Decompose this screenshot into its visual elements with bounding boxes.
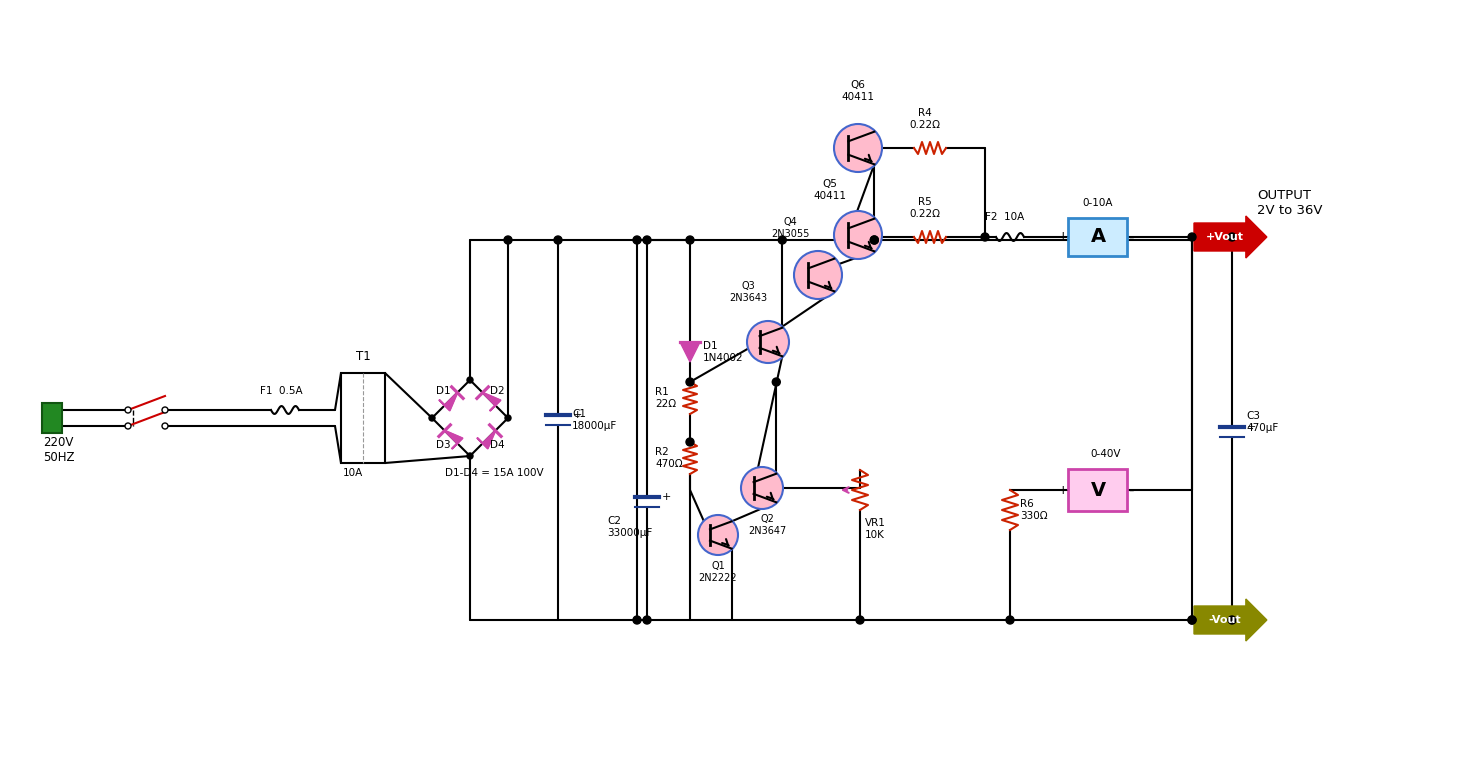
Circle shape [871,236,878,244]
Text: D1
1N4002: D1 1N4002 [703,341,744,363]
Text: R5
0.22Ω: R5 0.22Ω [909,197,940,219]
Text: +Vout: +Vout [1206,232,1244,242]
Text: Q1
2N2222: Q1 2N2222 [699,561,737,583]
Circle shape [1189,616,1196,624]
Polygon shape [680,342,700,362]
Circle shape [643,236,652,244]
Text: 10A: 10A [343,468,363,478]
Text: Q2
2N3647: Q2 2N3647 [747,514,786,536]
Text: -: - [1128,482,1134,498]
Circle shape [505,236,512,244]
Circle shape [685,236,694,244]
Text: 0-40V: 0-40V [1090,449,1121,459]
Circle shape [1189,233,1196,241]
Circle shape [834,211,883,259]
Text: Q6
40411: Q6 40411 [841,80,874,102]
Circle shape [162,423,168,429]
Text: 220V
50HZ: 220V 50HZ [43,436,75,464]
Text: -Vout: -Vout [1209,615,1242,625]
Circle shape [741,467,783,509]
FancyBboxPatch shape [341,373,385,463]
Circle shape [633,236,641,244]
Circle shape [125,423,131,429]
Text: C1
18000μF: C1 18000μF [572,409,618,431]
Text: +: + [1247,422,1256,432]
Circle shape [794,251,841,299]
Text: D1: D1 [435,386,450,396]
Circle shape [685,378,694,386]
Polygon shape [440,392,457,410]
Text: +: + [574,410,583,420]
Text: D2: D2 [490,386,505,396]
Text: D1-D4 = 15A 100V: D1-D4 = 15A 100V [446,468,544,478]
Text: R1
22Ω: R1 22Ω [655,387,677,409]
Text: F1  0.5A: F1 0.5A [260,386,303,396]
Circle shape [685,438,694,446]
Circle shape [633,616,641,624]
Text: VR1
10K: VR1 10K [865,518,886,539]
Text: D3: D3 [435,440,450,450]
Circle shape [772,378,780,386]
Text: F2  10A: F2 10A [986,212,1024,222]
Circle shape [1189,616,1196,624]
FancyBboxPatch shape [1068,469,1127,511]
Text: OUTPUT
2V to 36V: OUTPUT 2V to 36V [1258,189,1322,217]
Text: R6
330Ω: R6 330Ω [1019,499,1047,521]
Circle shape [466,377,474,383]
Circle shape [871,236,878,244]
Circle shape [555,236,562,244]
Text: Q3
2N3643: Q3 2N3643 [730,282,766,303]
FancyBboxPatch shape [43,403,62,433]
Circle shape [856,616,863,624]
Circle shape [162,407,168,413]
Text: Q4
2N3055: Q4 2N3055 [771,217,809,239]
FancyBboxPatch shape [1194,599,1267,641]
Circle shape [981,233,989,241]
Circle shape [430,415,435,421]
Circle shape [699,515,738,555]
Circle shape [125,407,131,413]
Circle shape [1228,233,1236,241]
Text: D4: D4 [490,440,505,450]
Text: +: + [1058,484,1068,496]
Text: 0-10A: 0-10A [1083,198,1114,208]
Circle shape [778,236,787,244]
Circle shape [505,415,510,421]
Circle shape [747,321,788,363]
Text: A: A [1090,228,1106,246]
Text: R2
470Ω: R2 470Ω [655,447,683,469]
Circle shape [1006,616,1014,624]
Text: Q5
40411: Q5 40411 [813,180,846,201]
Circle shape [643,616,652,624]
Circle shape [466,453,474,459]
Text: V: V [1090,481,1106,499]
Text: T1: T1 [356,350,371,363]
Text: R4
0.22Ω: R4 0.22Ω [909,108,940,130]
Text: C2
33000μF: C2 33000μF [608,516,652,538]
Text: -: - [1128,230,1134,245]
Polygon shape [478,430,496,448]
Polygon shape [444,430,462,448]
FancyBboxPatch shape [1068,218,1127,256]
Text: C3
470μF: C3 470μF [1246,411,1278,433]
Text: +: + [662,492,671,502]
FancyBboxPatch shape [1194,216,1267,258]
Circle shape [834,124,883,172]
Polygon shape [482,392,500,410]
Text: +: + [1058,231,1068,244]
Circle shape [1228,616,1236,624]
